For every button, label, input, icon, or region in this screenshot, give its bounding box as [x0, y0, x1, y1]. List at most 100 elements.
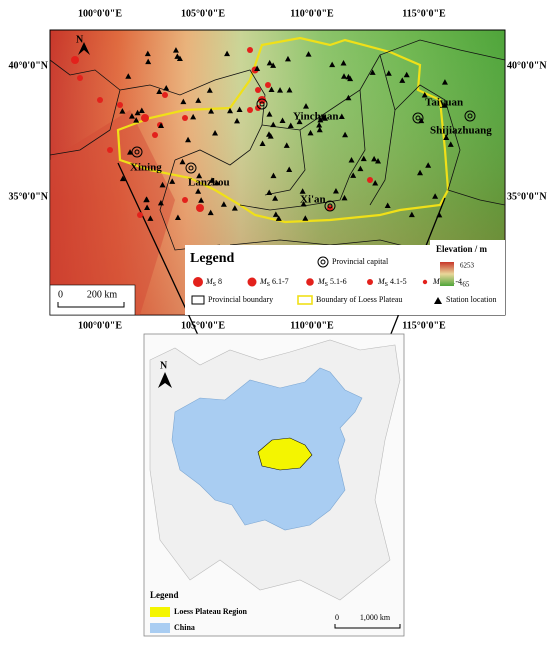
station	[212, 130, 219, 136]
capital-symbol	[320, 259, 326, 265]
station	[207, 209, 214, 216]
station	[300, 201, 307, 207]
elevation-title: Elevation / m	[436, 244, 488, 254]
station	[341, 73, 348, 79]
magnitude-range: 8	[218, 277, 222, 286]
station	[277, 87, 284, 93]
lon-label: 100°0'0"E	[78, 320, 122, 331]
earthquake	[265, 82, 271, 88]
station	[268, 86, 275, 93]
station	[348, 156, 355, 163]
station	[270, 172, 277, 179]
station	[447, 141, 454, 147]
station	[206, 87, 213, 93]
lon-label: 115°0'0"E	[402, 320, 446, 331]
station	[270, 62, 277, 68]
inset-north-arrow	[158, 372, 172, 388]
magnitude-range: 6.1-7	[272, 277, 289, 286]
lon-label: 105°0'0"E	[181, 8, 225, 19]
scale-panel	[49, 284, 136, 316]
north-label: N	[76, 34, 84, 45]
station	[159, 181, 166, 188]
earthquake	[196, 204, 204, 212]
earthquake	[258, 96, 266, 104]
station	[224, 50, 231, 57]
capital-symbol	[317, 256, 329, 268]
station	[169, 178, 176, 184]
magnitude-symbol	[367, 279, 373, 285]
station-symbol	[434, 297, 442, 304]
capital-symbol	[188, 165, 194, 171]
lat-label: 35°0'0"N	[8, 191, 48, 202]
station	[190, 113, 197, 120]
city-label: Shijiazhuang	[430, 125, 492, 137]
station	[213, 179, 220, 186]
capital-symbol	[464, 110, 476, 122]
magnitude-symbol	[422, 279, 428, 285]
magnitude-symbol	[306, 278, 314, 286]
lon-label: 110°0'0"E	[290, 320, 334, 331]
earthquake	[107, 147, 113, 153]
earthquake	[97, 97, 103, 103]
station	[317, 116, 324, 123]
station	[143, 196, 150, 203]
legend-swatch	[297, 295, 313, 305]
station	[134, 109, 141, 116]
city-label: Xining	[130, 162, 162, 174]
scale-bar	[57, 302, 125, 308]
station	[375, 157, 382, 164]
station	[345, 94, 352, 101]
station	[179, 158, 186, 165]
earthquake	[182, 115, 188, 121]
station	[369, 69, 376, 75]
station	[208, 108, 215, 114]
station	[196, 172, 203, 179]
station	[275, 215, 282, 221]
station	[279, 117, 286, 123]
station	[157, 199, 164, 206]
scale-label: 200 km	[87, 289, 118, 300]
station	[425, 162, 432, 168]
capital-symbol	[467, 113, 473, 119]
station	[195, 188, 202, 194]
earthquake	[247, 47, 253, 53]
scale-label: 0	[58, 289, 63, 300]
magnitude-subscript: S	[325, 282, 328, 288]
earthquake	[255, 105, 261, 111]
inset-north-label: N	[160, 360, 168, 371]
station	[138, 107, 145, 113]
capital-symbol	[415, 115, 421, 121]
earthquake	[71, 56, 79, 64]
station	[127, 149, 134, 155]
legend-label: Provincial boundary	[208, 295, 273, 304]
capital-symbol	[185, 162, 197, 174]
station	[145, 58, 152, 65]
station	[144, 50, 151, 57]
station	[360, 155, 367, 162]
station	[316, 121, 323, 128]
station	[441, 79, 448, 85]
magnitude-symbol-text: M	[317, 277, 326, 286]
station	[128, 113, 135, 119]
station	[302, 103, 309, 109]
inset-legend-label: Loess Plateau Region	[174, 607, 247, 616]
station	[227, 107, 234, 114]
station	[174, 53, 181, 59]
station	[158, 122, 165, 129]
magnitude-symbol-text: M	[432, 277, 441, 286]
station	[421, 91, 428, 98]
inset-legend-label: China	[174, 623, 195, 632]
station	[208, 177, 215, 183]
station	[385, 70, 392, 76]
inset-swatch	[150, 607, 170, 617]
station	[432, 193, 439, 199]
capital-symbol	[134, 149, 140, 155]
station	[357, 165, 364, 172]
legend-label: Station location	[446, 295, 496, 304]
legend-label: Boundary of Loess Plateau	[316, 295, 402, 304]
magnitude-range: 5.1-6	[330, 277, 347, 286]
station	[236, 106, 243, 113]
station	[341, 194, 348, 201]
earthquake	[137, 212, 143, 218]
